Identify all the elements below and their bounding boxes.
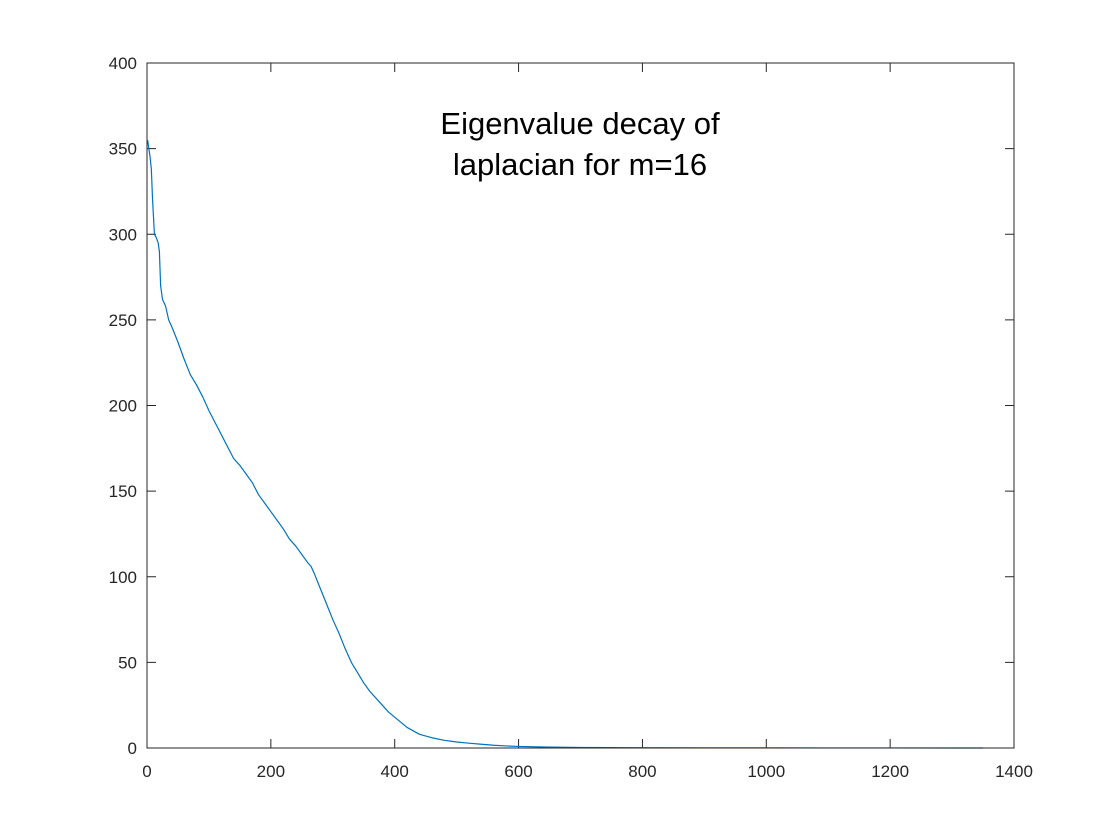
x-tick-label: 800: [628, 762, 656, 781]
y-tick-label: 350: [109, 140, 137, 159]
axes-box: [146, 62, 1015, 749]
x-tick-label: 0: [142, 762, 151, 781]
plot-area: [147, 63, 1014, 748]
x-tick-label: 1000: [747, 762, 785, 781]
y-tick-label: 50: [118, 653, 137, 672]
x-tick-label: 1400: [995, 762, 1033, 781]
y-tick-label: 100: [109, 568, 137, 587]
y-tick-label: 0: [128, 739, 137, 758]
x-tick-label: 1200: [871, 762, 909, 781]
chart-title-line-1: Eigenvalue decay of: [440, 106, 720, 141]
y-tick-label: 250: [109, 311, 137, 330]
x-tick-label: 200: [257, 762, 285, 781]
y-tick-label: 200: [109, 397, 137, 416]
chart-title-line-2: laplacian for m=16: [453, 147, 707, 182]
x-tick-label: 600: [504, 762, 532, 781]
x-tick-label: 400: [381, 762, 409, 781]
y-tick-label: 150: [109, 482, 137, 501]
series-line: [147, 139, 984, 749]
y-tick-label: 300: [109, 225, 137, 244]
axis-tick-labels: 0 200 400 600 800 1000 1200 1400 0 50 100 150 200 250…: [109, 54, 1033, 781]
y-tick-label: 400: [109, 54, 137, 73]
